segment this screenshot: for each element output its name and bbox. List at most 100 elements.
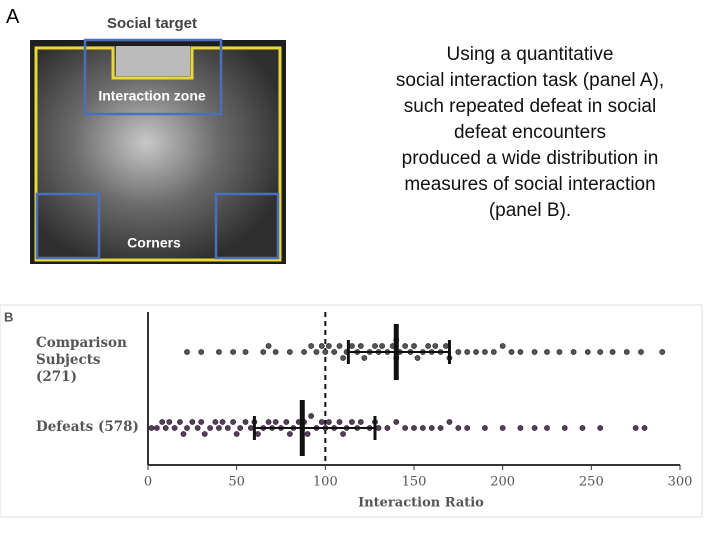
data-point [357,343,364,349]
data-point [419,425,426,431]
data-point [233,431,240,437]
data-point [361,355,368,361]
data-point [349,419,355,425]
data-point [443,343,449,349]
arena-floor [36,46,280,260]
data-point [464,349,471,355]
data-point [393,419,400,425]
corner-box [214,192,280,260]
data-point [171,425,178,431]
chart-frame [0,304,703,518]
chart: B Interaction Ratio 0 50 100 150 200 250 300 [0,304,703,518]
data-point [318,343,325,349]
social-target-cage [116,46,190,76]
data-point [265,343,272,349]
data-point [632,425,639,431]
data-point [357,419,364,425]
data-point [597,349,604,355]
data-point [464,425,471,431]
data-point [584,349,591,355]
data-point [224,425,231,431]
panel-label: A [6,6,20,28]
data-point [349,343,355,349]
data-point [148,425,155,431]
data-point [313,349,320,355]
data-point [609,349,616,355]
arena-figure: Social target Interaction zone Corners [30,15,286,264]
data-point [301,349,307,355]
arena-outline [34,46,282,262]
data-point [473,349,479,355]
data-point [641,425,648,431]
data-point [189,419,196,425]
data-point [544,425,550,431]
data-point [556,349,563,355]
data-point [570,349,577,355]
data-point [340,431,346,437]
text-line: Using a quantitative [446,44,614,65]
data-point [414,355,421,361]
data-point [237,425,244,431]
x-tick-label: 100 [313,475,338,490]
description: Using a quantitative social interaction t… [350,42,710,224]
data-point [531,349,538,355]
data-point [322,349,329,355]
data-point [597,425,604,431]
x-tick-label: 300 [668,475,693,490]
corners-label: Corners [127,235,181,251]
data-point [184,425,190,431]
data-point [402,425,409,431]
text-line: such repeated defeat in social [403,96,657,117]
data-point [517,425,524,431]
data-point [216,425,222,431]
x-tick-label: 150 [402,475,427,490]
data-point [153,425,160,431]
text-line: produced a wide distribution in [401,148,659,169]
data-point [411,425,417,431]
data-point [446,419,453,425]
data-point [198,349,205,355]
data-point [455,349,462,355]
data-point [517,349,524,355]
data-point [255,431,261,437]
data-point [230,349,237,355]
text-line: social interaction task (panel A), [395,70,665,91]
x-axis-label: Interaction Ratio [358,496,484,511]
data-point [659,349,666,355]
interaction-zone-box [83,38,223,116]
data-point [482,349,488,355]
data-point [428,425,435,431]
data-point [166,419,173,425]
data-point [318,419,325,425]
data-point [247,425,254,431]
x-tick-label: 200 [490,475,515,490]
data-point [207,425,213,431]
data-point [162,425,169,431]
data-point [308,343,315,349]
data-point [272,419,279,425]
data-point [286,431,293,437]
text-line: (panel B). [488,200,572,221]
data-point [184,349,190,355]
data-point [432,343,439,349]
data-point [499,425,506,431]
data-point [242,419,249,425]
data-point [623,349,630,355]
x-tick-label: 250 [579,475,604,490]
data-point [242,349,249,355]
data-point [638,349,644,355]
panel-label: B [4,309,13,324]
data-point [384,425,391,431]
data-point [216,349,222,355]
data-point [283,419,290,425]
data-point [159,419,166,425]
series-label: Defeats (578) [36,419,139,435]
data-point [579,425,586,431]
data-point [437,425,444,431]
data-point [499,343,506,349]
data-point [260,349,267,355]
data-point [265,419,272,425]
data-point [402,343,409,349]
data-point [544,349,550,355]
interaction-zone-label: Interaction zone [98,88,206,104]
